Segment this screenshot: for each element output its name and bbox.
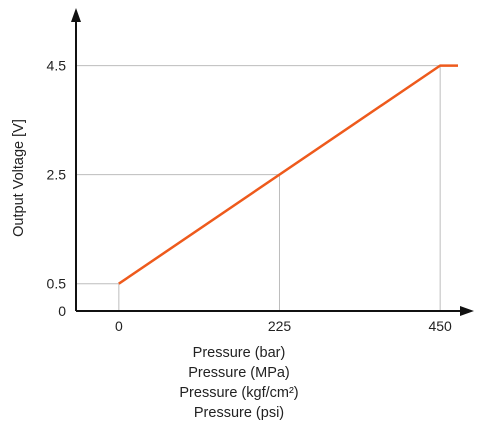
x-axis-title-line: Pressure (MPa) <box>188 365 290 381</box>
series-layer <box>118 64 458 285</box>
x-axis-title-line: Pressure (kgf/cm²) <box>179 385 298 401</box>
axes <box>71 8 474 316</box>
series-line <box>118 64 458 285</box>
y-tick-labels: 0 0.5 2.5 4.5 <box>47 58 67 319</box>
y-tick-label: 2.5 <box>47 167 67 183</box>
reference-lines <box>76 65 441 311</box>
x-axis-title: Pressure (bar) Pressure (MPa) Pressure (kg… <box>179 345 298 421</box>
y-axis-arrow-icon <box>71 8 81 22</box>
x-tick-label: 0 <box>115 318 123 334</box>
x-axis-title-line: Pressure (psi) <box>194 405 284 421</box>
y-tick-label: 4.5 <box>47 58 67 74</box>
y-axis-title: Output Voltage [V] <box>11 119 27 237</box>
x-axis-arrow-icon <box>460 306 474 316</box>
y-tick-label: 0.5 <box>47 276 67 292</box>
x-tick-label: 450 <box>428 318 452 334</box>
x-tick-label: 225 <box>268 318 292 334</box>
x-tick-labels: 0 225 450 <box>115 318 452 334</box>
y-tick-label: 0 <box>58 303 66 319</box>
x-axis-title-line: Pressure (bar) <box>193 345 286 361</box>
